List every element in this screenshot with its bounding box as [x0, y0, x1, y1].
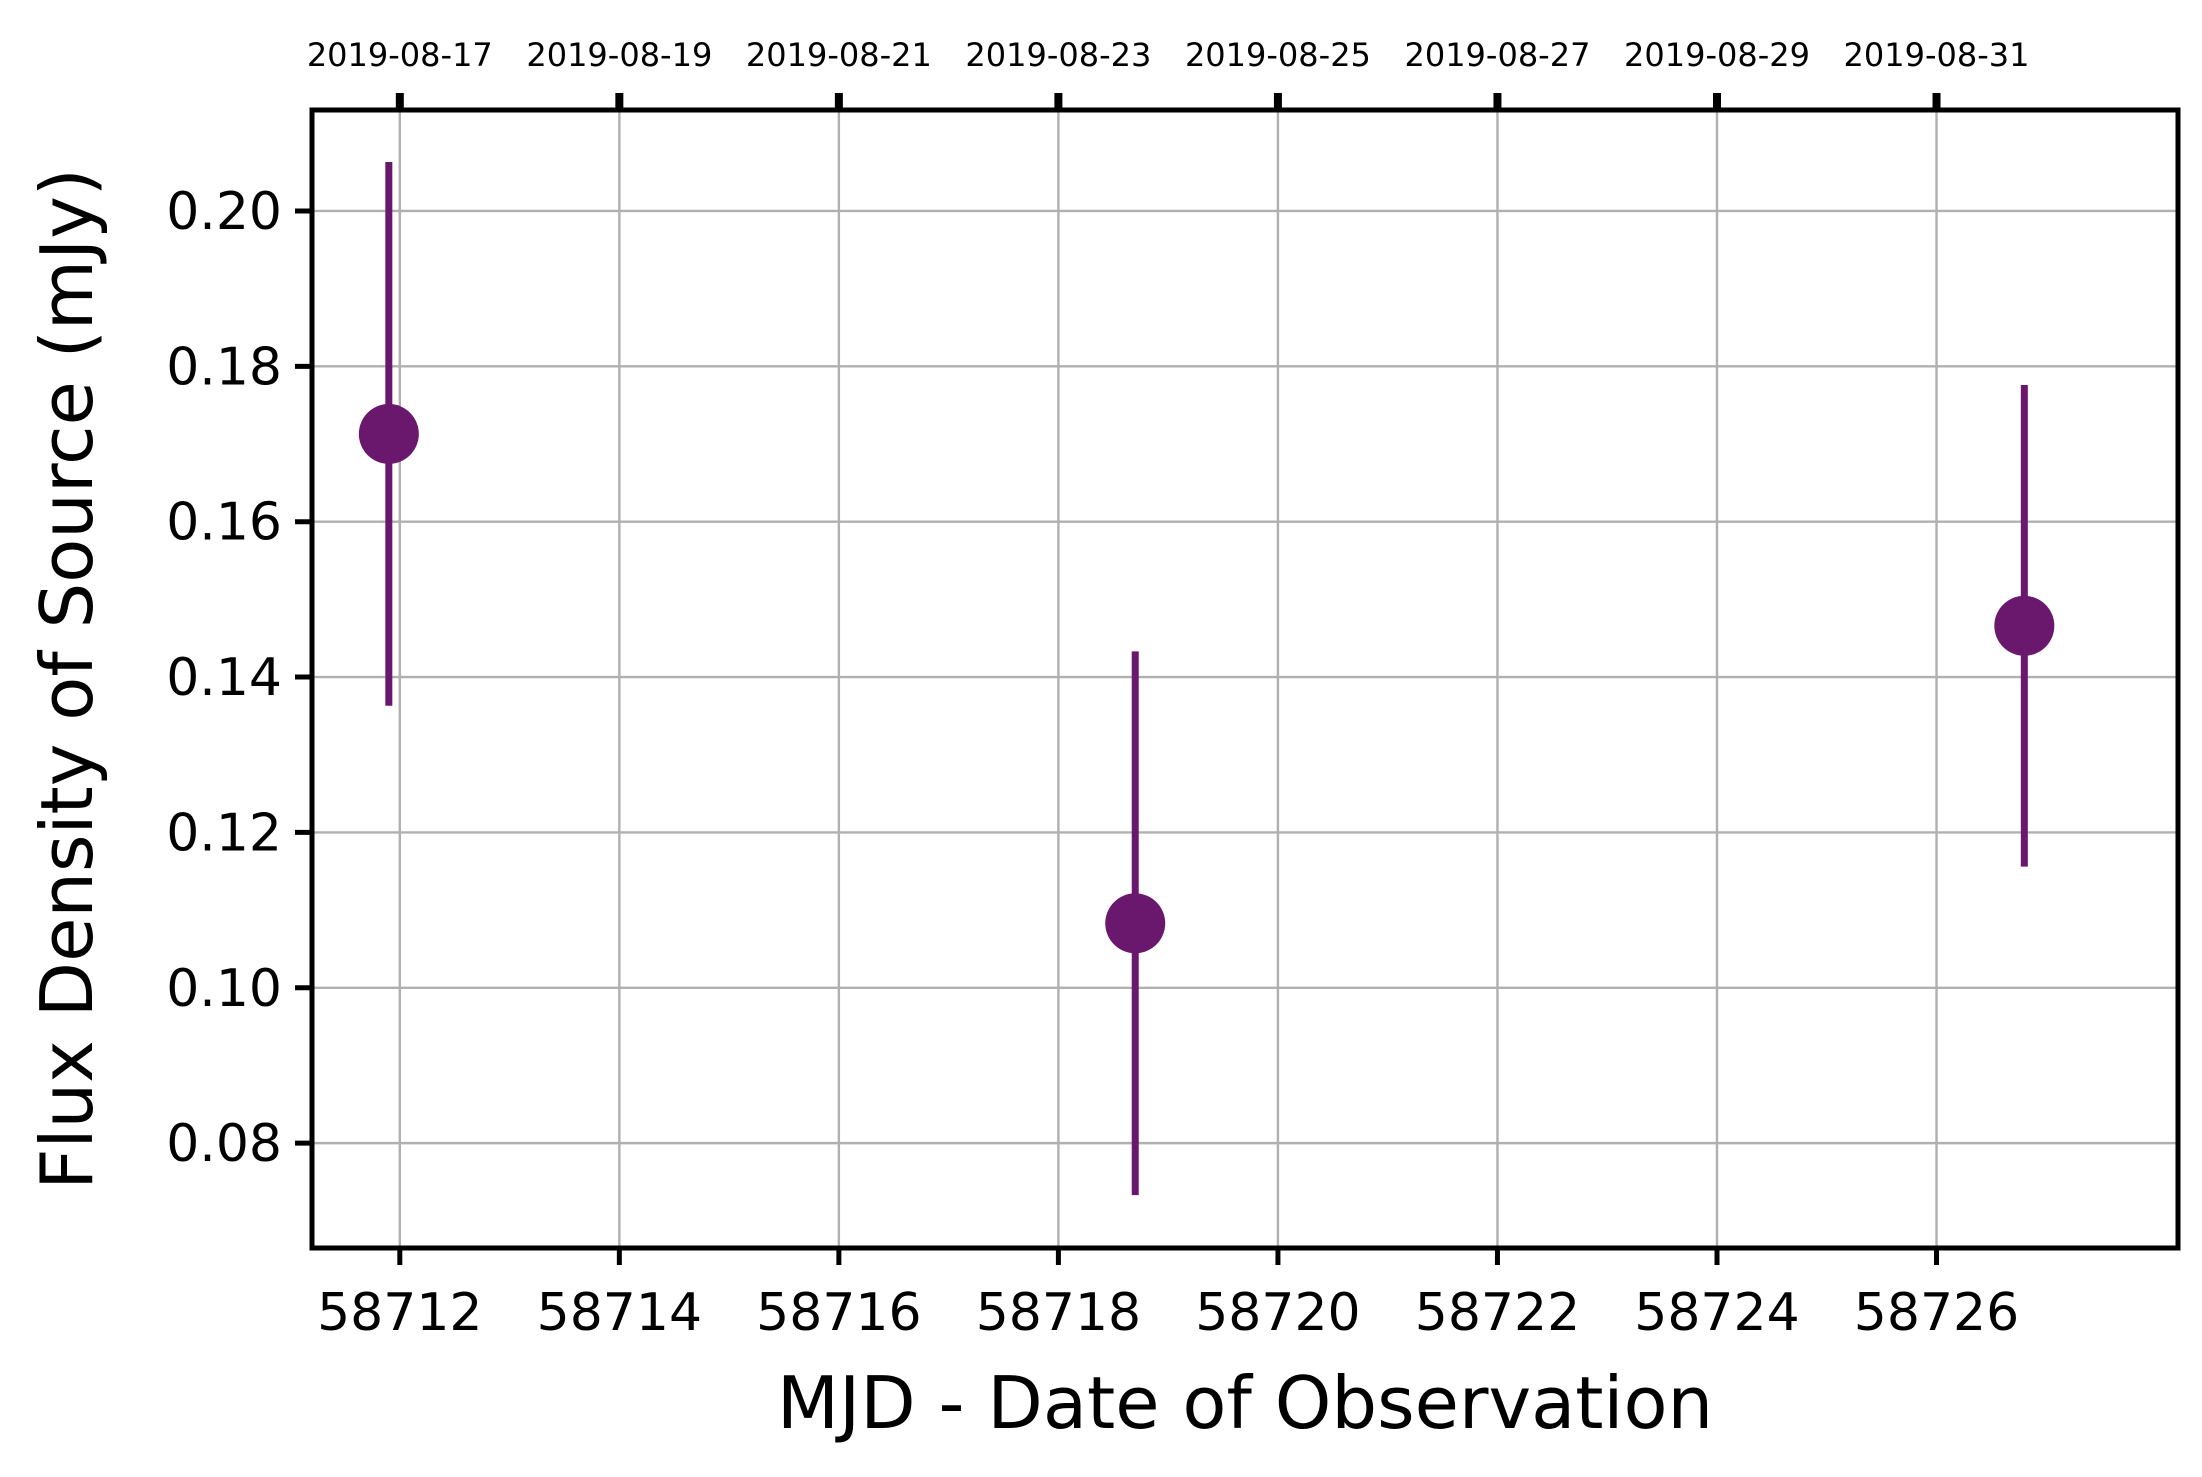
- error-bars: [385, 162, 2028, 1196]
- x-tick-label: 58726: [1854, 1283, 2019, 1343]
- tick-labels: 58712 2019-08-17 58714 2019-08-19 58716 2019-…: [166, 36, 2029, 1343]
- x-tick-label: 58716: [756, 1283, 921, 1343]
- x-tick-label: 58720: [1195, 1283, 1360, 1343]
- top-date-label: 2019-08-31: [1844, 36, 2030, 74]
- top-date-label: 2019-08-29: [1624, 36, 1810, 74]
- data-point: [358, 403, 419, 464]
- y-tick-label: 0.10: [166, 959, 282, 1019]
- top-date-label: 2019-08-25: [1185, 36, 1371, 74]
- y-axis-title: Flux Density of Source (mJy): [25, 168, 109, 1190]
- grid: [312, 110, 2178, 1248]
- y-tick-label: 0.16: [166, 493, 282, 553]
- y-tick-label: 0.20: [166, 182, 282, 242]
- data-points: [358, 403, 2055, 954]
- y-tick-label: 0.14: [166, 648, 282, 708]
- x-tick-label: 58722: [1415, 1283, 1580, 1343]
- x-tick-label: 58718: [976, 1283, 1141, 1343]
- top-date-label: 2019-08-23: [965, 36, 1151, 74]
- ticks: [295, 93, 1941, 1265]
- top-date-label: 2019-08-27: [1404, 36, 1590, 74]
- x-axis-title: MJD - Date of Observation: [777, 1361, 1713, 1445]
- y-tick-label: 0.18: [166, 337, 282, 397]
- data-point: [1105, 893, 1166, 954]
- top-date-label: 2019-08-17: [307, 36, 493, 74]
- plot-frame: [309, 107, 2181, 1251]
- data-point: [1994, 595, 2055, 656]
- x-tick-label: 58714: [537, 1283, 702, 1343]
- x-tick-label: 58712: [317, 1283, 482, 1343]
- y-tick-label: 0.12: [166, 803, 282, 863]
- top-date-label: 2019-08-19: [526, 36, 712, 74]
- top-date-label: 2019-08-21: [746, 36, 932, 74]
- x-tick-label: 58724: [1634, 1283, 1799, 1343]
- y-tick-label: 0.08: [166, 1114, 282, 1174]
